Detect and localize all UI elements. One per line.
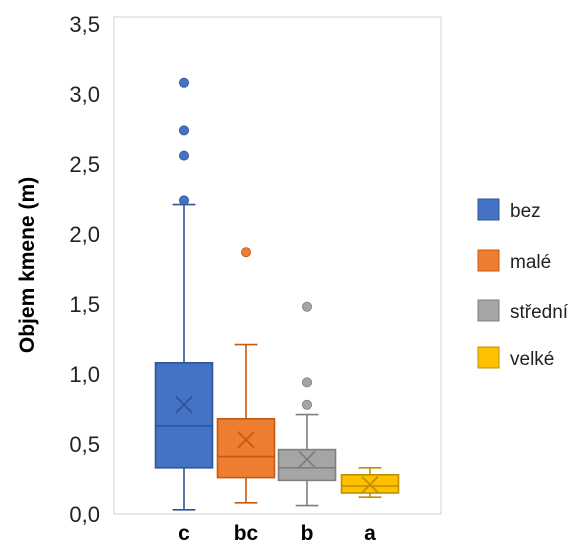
outlier-point <box>301 301 312 312</box>
x-category-label: c <box>178 522 190 544</box>
mean-marker <box>237 431 255 449</box>
legend-item: malé <box>477 249 551 273</box>
legend-item: střední <box>477 299 569 323</box>
y-tick-label: 1,5 <box>69 292 100 317</box>
interquartile-box <box>277 448 337 482</box>
y-tick-label: 2,5 <box>69 152 100 177</box>
outlier-point <box>301 399 312 410</box>
mean-marker <box>175 396 193 414</box>
legend-swatch <box>477 198 500 221</box>
legend-label: střední <box>510 302 569 323</box>
outlier-point <box>178 77 189 88</box>
y-axis-title: Objem kmene (m) <box>16 177 39 353</box>
legend-item: bez <box>477 198 541 222</box>
x-category-label: a <box>364 522 376 544</box>
mean-marker <box>298 450 316 469</box>
legend-label: bez <box>510 201 541 222</box>
interquartile-box <box>216 417 276 479</box>
y-axis: 0,0 0,5 1,0 1,5 2,0 2,5 3,0 3,5 <box>69 12 100 527</box>
outlier-point <box>240 247 251 258</box>
box-3 <box>277 301 337 507</box>
legend-swatch <box>477 299 500 322</box>
interquartile-box <box>154 361 214 469</box>
y-tick-label: 1,0 <box>69 362 100 387</box>
y-tick-label: 3,5 <box>69 12 100 37</box>
box-series <box>154 77 400 511</box>
legend-item: velké <box>477 346 554 370</box>
legend-label: velké <box>510 349 554 370</box>
plot-frame <box>113 16 442 515</box>
legend-swatch <box>477 346 500 369</box>
outlier-point <box>178 150 189 161</box>
x-category-label: bc <box>234 522 259 544</box>
x-axis: c bc b a <box>178 522 376 544</box>
outlier-point <box>178 125 189 136</box>
mean-marker <box>361 475 379 494</box>
outlier-point <box>301 377 312 388</box>
y-tick-label: 0,0 <box>69 502 100 527</box>
box-1 <box>154 77 214 511</box>
x-category-label: b <box>301 522 314 544</box>
legend-label: malé <box>510 252 551 273</box>
legend-swatch <box>477 249 500 272</box>
legend: bez malé střední velké <box>477 198 569 370</box>
outlier-point <box>178 195 189 206</box>
y-tick-label: 0,5 <box>69 432 100 457</box>
y-tick-label: 3,0 <box>69 82 100 107</box>
box-2 <box>216 247 276 504</box>
plot-area-border <box>113 16 442 515</box>
y-tick-label: 2,0 <box>69 222 100 247</box>
box-4 <box>340 466 400 499</box>
